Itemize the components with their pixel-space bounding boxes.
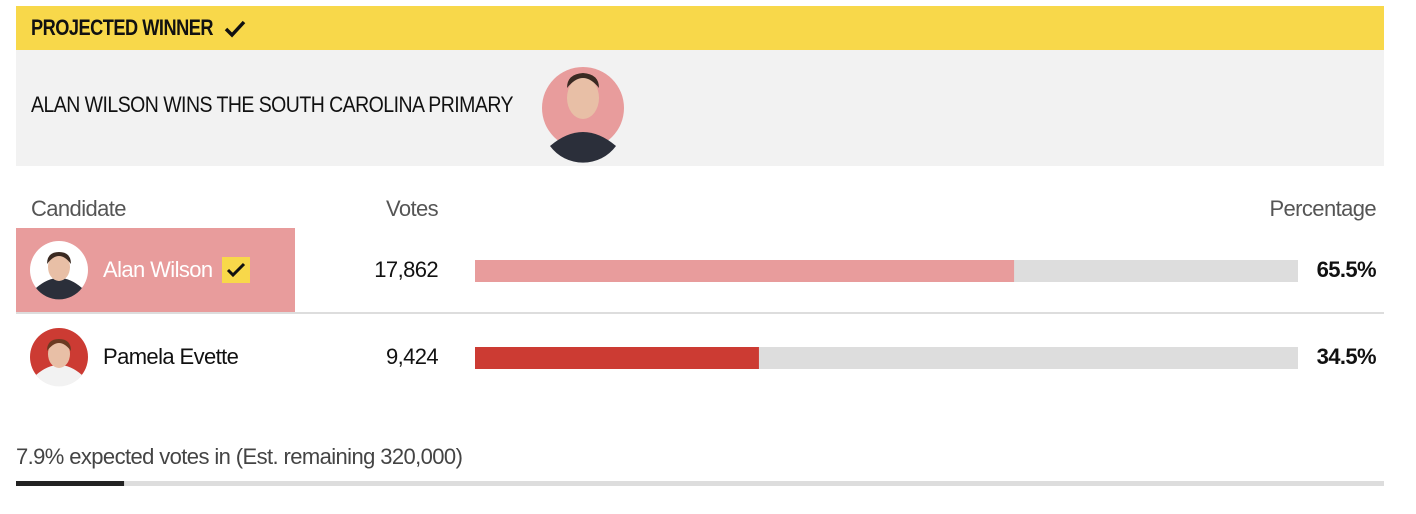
photo-face bbox=[48, 340, 70, 368]
headline: ALAN WILSON WINS THE SOUTH CAROLINA PRIM… bbox=[31, 92, 514, 117]
column-header: Votes bbox=[386, 196, 439, 221]
votes: 9,424 bbox=[386, 344, 438, 369]
winner-photo bbox=[542, 67, 624, 163]
bar bbox=[475, 260, 1015, 282]
progress-fill bbox=[16, 481, 125, 486]
column-header: Percentage bbox=[1269, 196, 1376, 221]
headline-box bbox=[16, 50, 1384, 166]
banner bbox=[16, 6, 1384, 50]
winner-check bbox=[226, 262, 246, 278]
check-icon bbox=[224, 20, 246, 38]
progress-track bbox=[16, 481, 1384, 486]
candidate-name: Pamela Evette bbox=[103, 344, 239, 369]
expected-votes-label: 7.9% expected votes in (Est. remaining 3… bbox=[16, 444, 462, 469]
candidate-photo bbox=[30, 241, 88, 300]
banner-label: PROJECTED WINNER bbox=[31, 15, 214, 40]
column-header: Candidate bbox=[31, 196, 126, 221]
progress bbox=[16, 481, 125, 486]
bar bbox=[475, 347, 759, 369]
candidate-name: Alan Wilson bbox=[103, 257, 213, 282]
rows: Alan Wilson 17,862 65.5% Pamela Evette 9,424… bbox=[16, 228, 1377, 387]
candidate-photo bbox=[30, 328, 88, 387]
votes: 17,862 bbox=[374, 257, 438, 282]
photo-hair bbox=[47, 252, 71, 264]
percentage: 34.5% bbox=[1317, 344, 1376, 369]
percentage: 65.5% bbox=[1317, 257, 1376, 282]
photo-body bbox=[36, 365, 82, 387]
photo-body bbox=[36, 278, 82, 300]
photo-hair bbox=[47, 339, 71, 351]
photo-face bbox=[48, 253, 70, 281]
